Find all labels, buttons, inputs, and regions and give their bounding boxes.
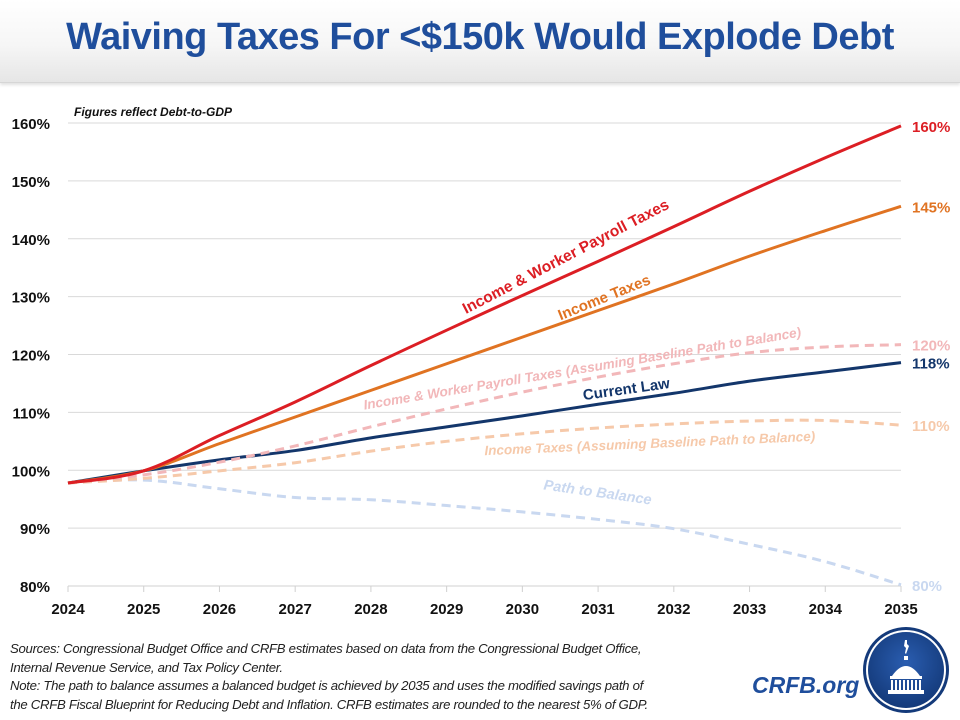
y-tick-label: 120% [12, 348, 50, 365]
end-label-income-worker-payroll-taxes-assuming-baseline-path-to-balance: 120% [912, 338, 950, 355]
note-line-2: the CRFB Fiscal Blueprint for Reducing D… [10, 696, 648, 712]
x-tick-label: 2034 [809, 601, 843, 618]
series-line-path-to-balance [67, 478, 902, 587]
gridlines [68, 122, 901, 529]
x-tick-label: 2033 [733, 601, 766, 618]
x-tick-label: 2029 [430, 601, 463, 618]
series-lines [67, 124, 902, 587]
note-line-1: Note: The path to balance assumes a bala… [10, 678, 643, 693]
y-axis-tick-labels: 80% 90% 100% 110% 120% 130% 140% 150% 160% [12, 116, 50, 596]
x-tick-label: 2026 [203, 601, 236, 618]
series-line-income-taxes [67, 204, 902, 485]
y-tick-label: 140% [12, 232, 50, 249]
y-tick-label: 150% [12, 174, 50, 191]
x-tick-label: 2028 [354, 601, 387, 618]
chart-annotation: Figures reflect Debt-to-GDP [74, 105, 233, 119]
sources-line-2: Internal Revenue Service, and Tax Policy… [10, 659, 283, 675]
x-tick-label: 2030 [506, 601, 539, 618]
footer-notes: Sources: Congressional Budget Office and… [10, 640, 750, 714]
end-label-income-worker-payroll-taxes: 160% [912, 119, 950, 136]
y-tick-label: 80% [20, 579, 50, 596]
x-tick-label: 2032 [657, 601, 690, 618]
page-title: Waiving Taxes For <$150k Would Explode D… [66, 16, 894, 58]
y-tick-label: 100% [12, 463, 50, 480]
y-tick-label: 90% [20, 521, 50, 538]
x-tick-label: 2024 [51, 601, 85, 618]
sources-line-1: Sources: Congressional Budget Office and… [10, 641, 642, 656]
series-line-current-law [67, 361, 902, 485]
header-banner: Waiving Taxes For <$150k Would Explode D… [0, 0, 960, 83]
series-line-income-worker-payroll-taxes [67, 124, 902, 485]
x-tick-label: 2025 [127, 601, 160, 618]
line-label-path-to-balance: Path to Balance [543, 478, 653, 509]
end-value-labels: 80% 110% 118%120% 145% 160% [912, 119, 950, 595]
x-tick-label: 2035 [884, 601, 917, 618]
line-label-income-worker-payroll-taxes: Income & Worker Payroll Taxes [460, 196, 672, 317]
end-label-income-taxes-assuming-baseline-path-to-balance: 110% [912, 418, 950, 435]
x-tick-label: 2027 [278, 601, 311, 618]
y-tick-label: 130% [12, 290, 50, 307]
end-label-current-law: 118% [912, 356, 950, 373]
x-axis: 2024 2025 2026 2027 2028 2029 2030 2031 2032 2033… [51, 585, 918, 618]
end-label-path-to-balance: 80% [912, 578, 942, 595]
end-label-income-taxes: 145% [912, 199, 950, 216]
y-tick-label: 110% [12, 405, 50, 422]
brand-link[interactable]: CRFB.org [752, 672, 860, 698]
x-tick-label: 2031 [581, 601, 614, 618]
series-line-income-taxes-assuming-baseline-path-to-balance [67, 418, 902, 485]
series-line-income-worker-payroll-taxes-assuming-baseline-path-to-balance [67, 343, 902, 485]
y-tick-label: 160% [12, 116, 50, 133]
capitol-dome-icon [863, 627, 949, 713]
